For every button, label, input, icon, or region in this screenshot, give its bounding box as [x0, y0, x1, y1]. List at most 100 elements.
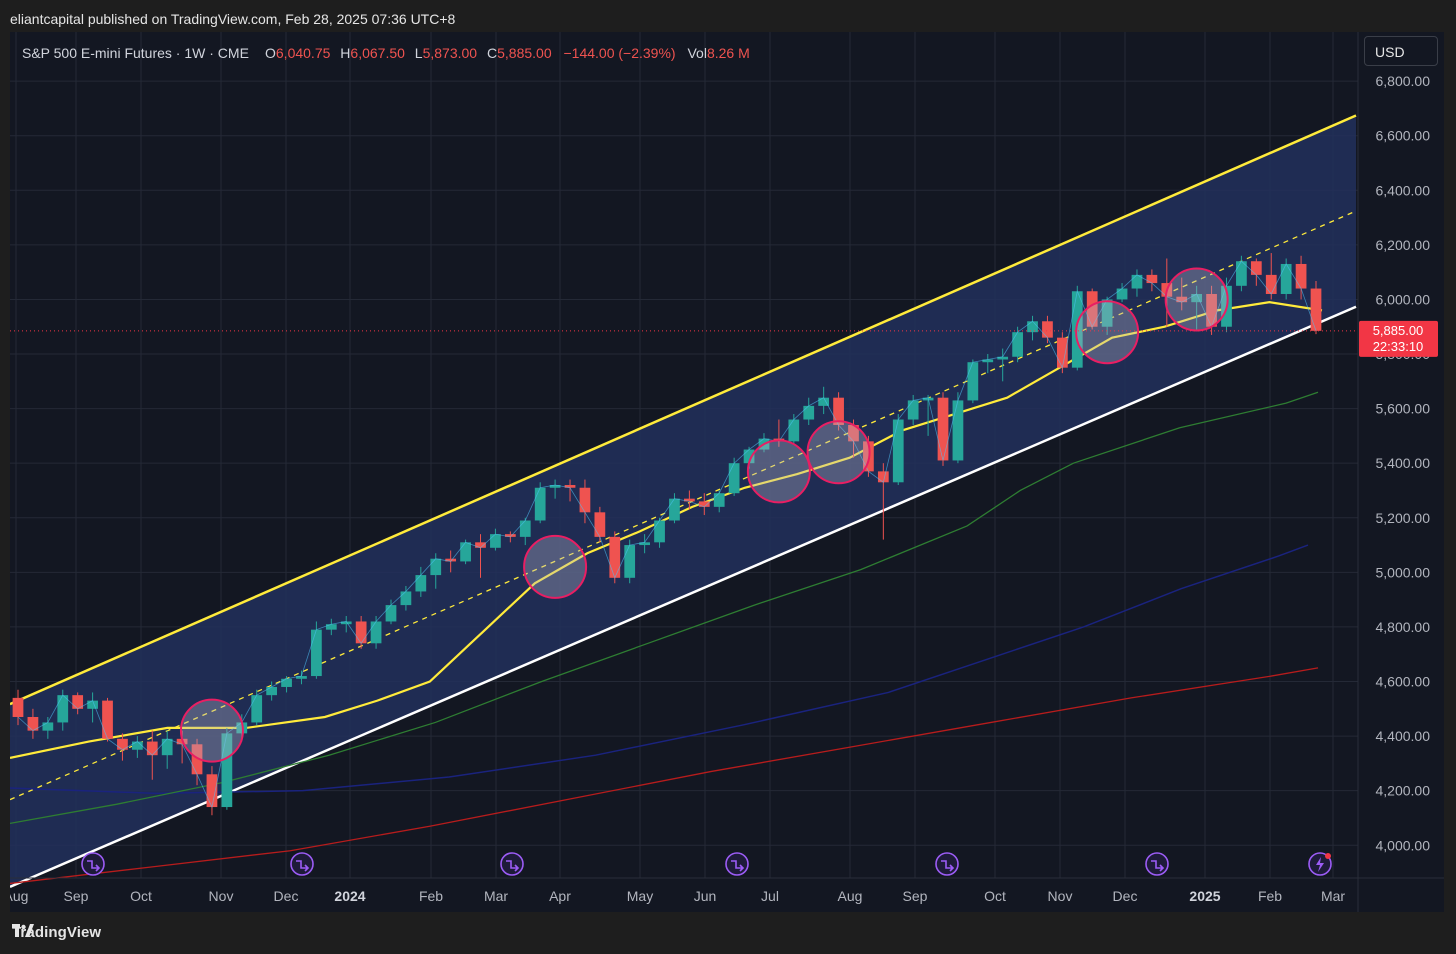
dividend-marker-icon[interactable] [500, 852, 524, 876]
candle-body [519, 520, 531, 537]
candle [892, 414, 904, 486]
channel-fill [10, 115, 1356, 887]
x-tick-label: Apr [549, 888, 571, 904]
candle [982, 354, 994, 374]
x-tick-label: May [627, 888, 653, 904]
candle-body [117, 738, 128, 750]
candle [1191, 285, 1203, 330]
candle-body [12, 697, 24, 717]
candle [102, 697, 113, 742]
candle [684, 490, 695, 510]
candle-body [1042, 321, 1053, 338]
candle-body [475, 542, 486, 548]
x-tick-label: Nov [209, 888, 234, 904]
candle-body [728, 463, 740, 494]
close-label: C [487, 45, 497, 61]
dividend-marker-icon[interactable] [81, 852, 105, 876]
change-value: −144.00 (−2.39%) [564, 45, 676, 61]
candle [713, 490, 725, 513]
candle-body [997, 356, 1009, 360]
x-tick-label: Dec [1113, 888, 1138, 904]
candle [654, 517, 665, 548]
x-tick-label: Feb [1258, 888, 1282, 904]
candle-body [713, 493, 725, 507]
close-value: 5,885.00 [497, 45, 552, 61]
channel-lower-line [10, 305, 1357, 889]
candle-body [534, 487, 546, 521]
highlight-circle [179, 698, 244, 763]
candle [1042, 315, 1053, 344]
candle [534, 482, 546, 524]
symbol-label[interactable]: S&P 500 E-mini Futures · 1W · CME [22, 45, 249, 61]
candle-body [1280, 263, 1292, 294]
candle-body [877, 471, 889, 483]
candle-body [57, 695, 69, 723]
y-tick-label: 4,800.00 [1376, 619, 1431, 635]
dividend-marker-icon[interactable] [290, 852, 314, 876]
price-badge-price: 5,885.00 [1373, 323, 1424, 338]
candle [952, 392, 964, 464]
candle-body [788, 419, 800, 442]
ma-red-line [10, 667, 1319, 885]
y-tick-label: 4,000.00 [1376, 837, 1431, 853]
candle [609, 531, 621, 584]
y-tick-label: 4,600.00 [1376, 674, 1431, 690]
candle [997, 348, 1009, 382]
candle-body [1131, 274, 1143, 289]
moving-averages [10, 301, 1323, 885]
earnings-marker-icon[interactable] [1308, 852, 1332, 876]
candle-body [370, 621, 382, 644]
candle [549, 479, 561, 499]
channel [10, 114, 1357, 889]
x-tick-label: Sep [903, 888, 928, 904]
dividend-marker-icon[interactable] [935, 852, 959, 876]
candle [1116, 283, 1128, 303]
candle-body [1086, 291, 1098, 327]
dividend-marker-icon[interactable] [725, 852, 749, 876]
price-badge: 5,885.00 22:33:10 [1359, 320, 1438, 357]
candle-body [1146, 274, 1158, 284]
candle-body [803, 405, 815, 420]
candle-body [564, 485, 576, 488]
open-label: O [265, 45, 276, 61]
candle-body [504, 534, 516, 537]
chart-area[interactable]: 4,000.00 4,200.00 4,400.00 4,600.00 4,800.00… [10, 32, 1444, 912]
candle-body [1236, 261, 1247, 286]
dividend-marker-icon[interactable] [1145, 852, 1169, 876]
footer: TradingView [0, 912, 1456, 954]
brand[interactable]: TradingView [12, 924, 101, 941]
candle [87, 692, 98, 723]
candle [27, 708, 39, 739]
candle [311, 621, 322, 679]
candlestick-chart[interactable]: 4,000.00 4,200.00 4,400.00 4,600.00 4,800.00… [10, 32, 1444, 912]
candle-body [385, 605, 397, 622]
candle [385, 599, 397, 625]
candle [1310, 281, 1322, 335]
candle [415, 566, 427, 597]
candle-body [743, 449, 755, 464]
candle-body [72, 695, 84, 709]
candle-body [1101, 299, 1113, 327]
candle [1250, 258, 1262, 286]
candle [937, 392, 949, 466]
candle-body [1071, 291, 1083, 368]
event-markers[interactable] [81, 852, 1332, 876]
candle-body [490, 534, 501, 548]
highlight-circle [1164, 267, 1229, 332]
tradingview-logo-icon [12, 924, 34, 937]
x-tick-label: Nov [1048, 888, 1073, 904]
x-tick-label: Aug [838, 888, 863, 904]
candle [967, 359, 979, 404]
x-tick-label: Aug [10, 888, 28, 904]
split-arrow-glyph [1151, 860, 1165, 872]
candle-body [1250, 261, 1262, 275]
x-tick-label: Oct [984, 888, 1006, 904]
candle-body [952, 400, 964, 461]
candle [803, 397, 815, 425]
candle [1101, 296, 1113, 335]
highlight-circle [806, 420, 871, 485]
currency-button[interactable]: USD [1364, 36, 1438, 66]
candle-body [907, 400, 919, 420]
candle-body [311, 629, 322, 677]
y-tick-label: 5,400.00 [1376, 455, 1431, 471]
